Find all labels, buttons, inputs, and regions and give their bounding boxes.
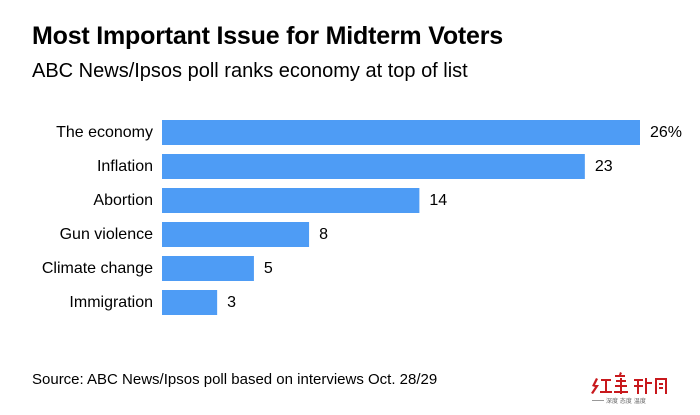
bar [162, 188, 420, 213]
bar [162, 154, 585, 179]
value-label: 23 [595, 158, 613, 175]
bar [162, 120, 640, 145]
category-label: The economy [56, 124, 153, 141]
value-label: 3 [227, 294, 236, 311]
category-label: Abortion [93, 192, 153, 209]
chart-subtitle: ABC News/Ipsos poll ranks economy at top… [32, 60, 468, 82]
value-label: 14 [429, 192, 447, 209]
bar [162, 256, 254, 281]
category-label: Climate change [42, 260, 153, 277]
chart-title: Most Important Issue for Midterm Voters [32, 22, 503, 50]
bar [162, 290, 218, 315]
category-label: Inflation [97, 158, 153, 175]
value-label: 8 [319, 226, 328, 243]
category-label: Immigration [69, 294, 153, 311]
source-note: Source: ABC News/Ipsos poll based on int… [32, 371, 438, 388]
value-label: 26% [650, 124, 682, 141]
category-label: Gun violence [60, 226, 153, 243]
watermark-logo: 深度 态度 温度 [591, 372, 667, 405]
value-label: 5 [264, 260, 273, 277]
bar-chart: The economy 26% Inflation 23 Abortion 14 Gun v… [42, 120, 682, 315]
svg-text:深度 态度 温度: 深度 态度 温度 [606, 397, 646, 405]
bar [162, 222, 310, 247]
